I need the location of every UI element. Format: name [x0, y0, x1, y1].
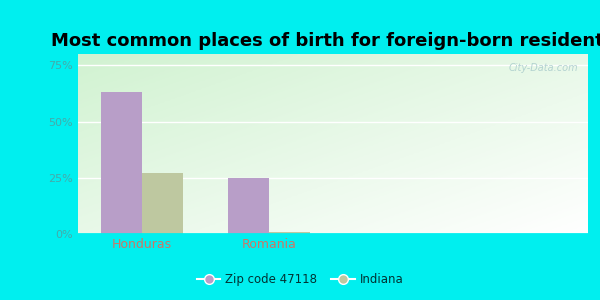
Bar: [229, 178, 269, 234]
Bar: [142, 173, 182, 234]
Bar: [269, 232, 310, 234]
Bar: [101, 92, 142, 234]
Text: City-Data.com: City-Data.com: [508, 63, 578, 73]
Legend: Zip code 47118, Indiana: Zip code 47118, Indiana: [192, 269, 408, 291]
Title: Most common places of birth for foreign-born residents: Most common places of birth for foreign-…: [52, 32, 600, 50]
